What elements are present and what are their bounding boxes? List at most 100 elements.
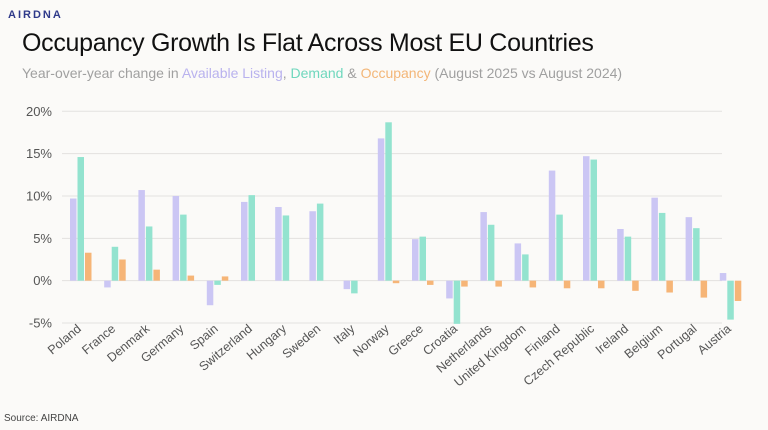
bar-available-listing — [138, 190, 145, 281]
bar-demand — [77, 157, 84, 281]
bar-available-listing — [651, 197, 658, 281]
x-tick-label: Portugal — [655, 322, 700, 363]
bar-demand — [180, 214, 187, 281]
bar-group-denmark — [138, 190, 160, 281]
legend-occupancy: Occupancy — [360, 65, 431, 81]
bar-demand — [658, 212, 666, 281]
bar-group-spain — [206, 276, 229, 306]
bar-available-listing — [172, 195, 180, 281]
bar-demand — [248, 195, 255, 281]
bar-available-listing — [412, 239, 419, 281]
bar-demand — [214, 280, 221, 285]
bar-group-switzerland — [241, 195, 255, 281]
bar-available-listing — [377, 138, 385, 281]
bar-occupancy — [461, 280, 468, 287]
bar-demand — [351, 280, 358, 294]
bar-demand — [282, 215, 290, 281]
bar-occupancy — [700, 280, 708, 298]
y-tick-label: 20% — [26, 104, 52, 119]
bar-available-listing — [309, 211, 316, 281]
x-tick-label: Austria — [695, 322, 734, 358]
bar-available-listing — [70, 198, 77, 281]
bar-available-listing — [206, 280, 214, 306]
bar-demand — [727, 280, 734, 320]
x-tick-label: Italy — [331, 321, 358, 347]
bar-available-listing — [446, 280, 453, 299]
bar-demand — [693, 228, 700, 281]
bar-group-ireland — [617, 229, 639, 291]
bar-group-czech-republic — [583, 156, 605, 289]
bar-available-listing — [583, 156, 590, 281]
bar-occupancy — [529, 280, 537, 288]
bar-group-germany — [172, 195, 195, 281]
bar-demand — [556, 214, 563, 281]
bar-occupancy — [119, 259, 126, 281]
bar-group-netherlands — [480, 212, 502, 287]
bar-group-hungary — [275, 206, 290, 281]
bar-demand — [624, 236, 632, 281]
bar-group-italy — [343, 280, 358, 294]
bar-occupancy — [392, 280, 400, 284]
bar-available-listing — [275, 206, 282, 281]
bar-occupancy — [598, 280, 605, 289]
bar-group-poland — [70, 157, 92, 281]
bar-group-france — [104, 246, 126, 288]
chart-subtitle: Year-over-year change in Available Listi… — [22, 65, 622, 81]
bar-occupancy — [427, 280, 434, 285]
bar-demand — [487, 224, 495, 281]
bar-demand — [453, 280, 461, 324]
bar-group-sweden — [309, 203, 324, 281]
bar-group-finland — [548, 170, 571, 289]
bars — [70, 122, 742, 324]
gridlines — [62, 110, 722, 324]
bar-occupancy — [563, 280, 571, 289]
y-tick-label: 0% — [33, 273, 52, 288]
bar-occupancy — [632, 280, 639, 291]
airdna-logo: AIRDNA — [8, 9, 63, 21]
bar-occupancy — [666, 280, 673, 293]
bar-group-united-kingdom — [514, 243, 537, 288]
legend-demand: Demand — [290, 65, 344, 81]
bar-demand — [111, 246, 119, 281]
bar-group-belgium — [651, 197, 673, 293]
y-tick-label: 10% — [26, 188, 52, 203]
source-note: Source: AIRDNA — [4, 413, 79, 424]
subtitle-sep2: & — [343, 65, 361, 81]
bar-occupancy — [187, 275, 195, 281]
bar-demand — [590, 159, 597, 281]
y-tick-label: 15% — [26, 146, 52, 161]
y-tick-label: 5% — [33, 231, 52, 246]
bar-available-listing — [343, 280, 351, 290]
y-axis-ticks: -5% 0% 5% 10% 15% 20% — [26, 104, 52, 331]
bar-available-listing — [685, 217, 693, 281]
bar-occupancy — [734, 280, 742, 301]
x-tick-label: Greece — [386, 322, 426, 359]
bar-group-greece — [412, 236, 434, 285]
bar-available-listing — [480, 212, 487, 281]
chart-title: Occupancy Growth Is Flat Across Most EU … — [22, 29, 594, 57]
bar-demand — [145, 226, 153, 281]
bar-group-portugal — [685, 217, 708, 298]
x-tick-label: Norway — [350, 321, 392, 359]
bar-available-listing — [104, 280, 111, 288]
bar-group-croatia — [446, 280, 468, 324]
legend-available-listing: Available Listing — [181, 65, 283, 81]
subtitle-suffix: (August 2025 vs August 2024) — [430, 65, 623, 81]
bar-available-listing — [719, 273, 727, 281]
bar-available-listing — [514, 243, 522, 281]
subtitle-sep1: , — [282, 65, 291, 81]
bar-occupancy — [221, 276, 229, 281]
bar-demand — [385, 122, 392, 281]
bar-group-norway — [377, 122, 400, 284]
x-tick-label: Sweden — [280, 322, 324, 362]
bar-demand — [316, 203, 324, 281]
bar-available-listing — [241, 201, 248, 281]
bar-group-austria — [719, 273, 742, 320]
bar-available-listing — [617, 229, 624, 281]
subtitle-prefix: Year-over-year change in — [22, 65, 182, 81]
bar-occupancy — [85, 252, 92, 281]
bar-demand — [419, 236, 426, 281]
bar-available-listing — [548, 170, 556, 281]
